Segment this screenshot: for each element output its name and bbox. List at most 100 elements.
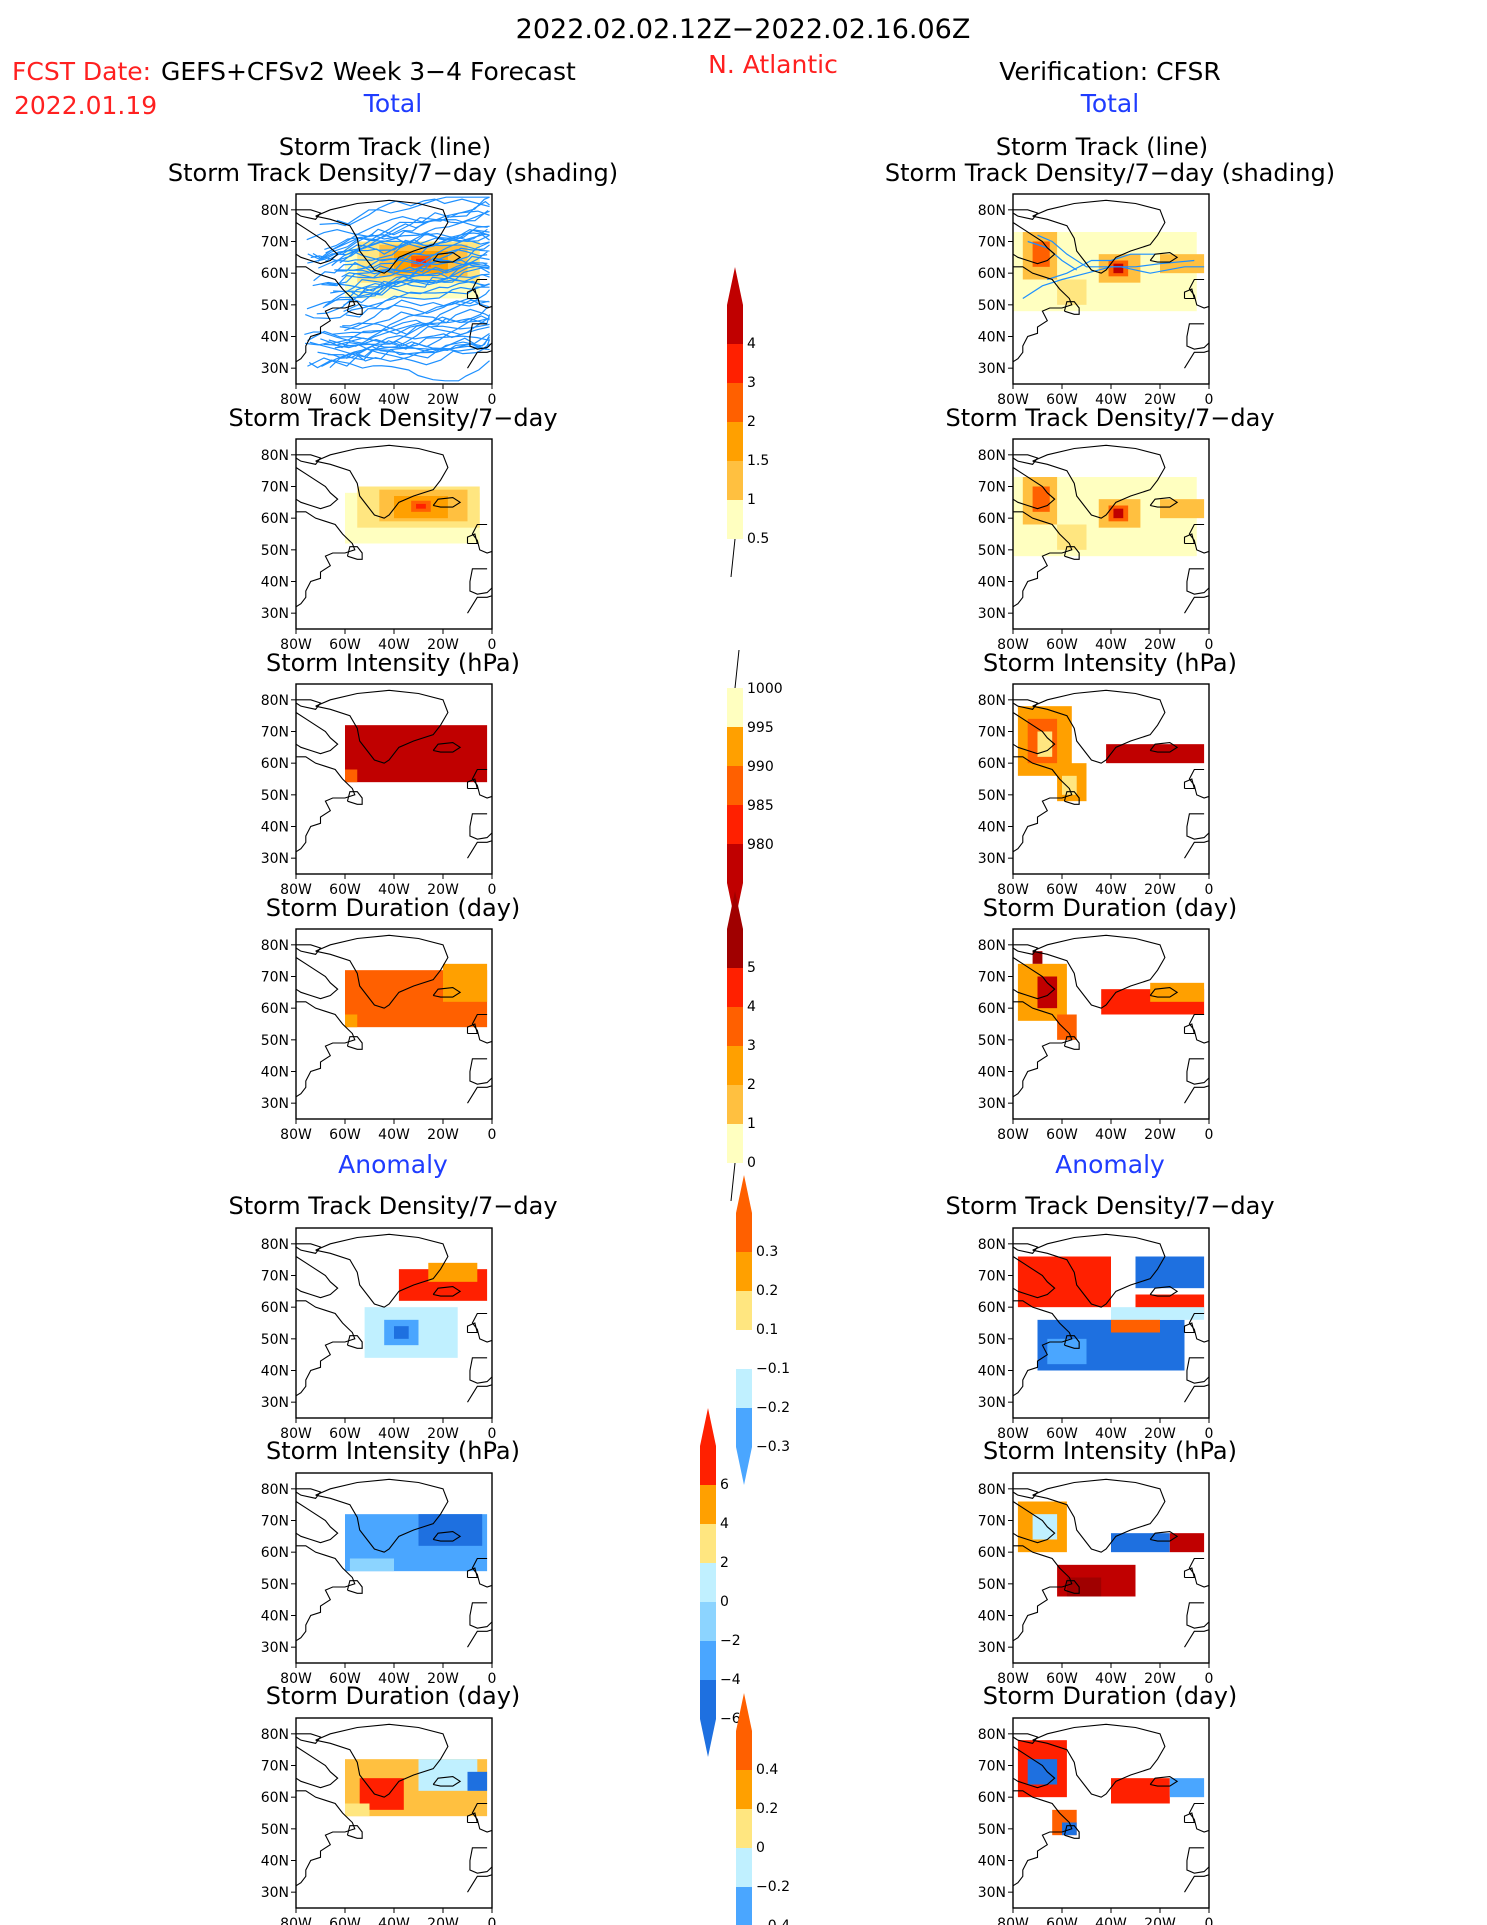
coastline [469,1058,493,1085]
coastline [295,1733,322,1744]
lon-tick-label: 80W [280,1671,312,1687]
track-line [344,300,489,332]
lon-tick-label: 80W [997,882,1029,898]
coastline [1012,266,1073,363]
coastline [1183,288,1196,300]
lon-tick-label: 0 [1205,392,1214,408]
lat-tick-label: 70N [978,1269,1006,1285]
coastline [1186,1357,1210,1384]
colorbar-segment [727,844,743,883]
colorbar-tick-label: 1.5 [747,453,769,469]
coastline [471,1802,493,1833]
lon-tick-label: 60W [329,1127,361,1143]
lon-tick-label: 60W [329,882,361,898]
lat-tick-label: 60N [978,1790,1006,1806]
coastline [346,791,363,805]
coastline [295,1790,356,1887]
track-line [328,306,489,347]
field-cell [1057,524,1087,550]
coastline [466,1023,479,1035]
field-cells [345,1514,488,1572]
lat-tick-label: 50N [261,1332,289,1348]
colorbar-tick-label: −0.2 [756,1400,790,1416]
coastline [469,568,493,595]
field-cells [345,1759,488,1817]
title-anom-intensity-right: Storm Intensity (hPa) [983,1437,1237,1465]
coastline [1188,1312,1210,1343]
field-cell [1160,499,1205,519]
track-line [324,232,490,251]
colorbar-segment [700,1641,716,1680]
lon-tick-label: 20W [427,637,459,653]
coastline [1186,813,1210,840]
title-track-shading-right: Storm Track Density/7−day (shading) [885,159,1335,187]
field-cell [1062,775,1077,795]
lon-tick-label: 40W [378,1127,410,1143]
colorbar-segment [727,1085,743,1124]
field-cell [428,1262,478,1282]
colorbar-tick-label: 0 [720,1594,729,1610]
lon-tick-label: 0 [488,1671,497,1687]
colorbar-segment [700,1602,716,1641]
lat-tick-label: 30N [978,361,1006,377]
track-line [333,279,490,297]
lon-tick-label: 80W [997,1671,1029,1687]
lat-tick-label: 30N [978,606,1006,622]
lat-tick-label: 40N [978,575,1006,591]
track-line [345,289,491,318]
lat-tick-label: 60N [261,1001,289,1017]
coastline [1183,1023,1196,1035]
coastline [295,454,322,465]
coastline [1186,1058,1210,1085]
colorbar-tick-label: 5 [747,960,756,976]
lon-tick-label: 40W [1095,1127,1127,1143]
colorbar-segment [700,1524,716,1563]
coastline [1149,1776,1179,1787]
coastline [1184,1384,1210,1403]
lat-tick-label: 30N [261,1395,289,1411]
lat-tick-label: 70N [261,1269,289,1285]
lon-tick-label: 20W [427,392,459,408]
colorbar-top-triangle [700,1408,716,1446]
lon-tick-label: 40W [378,1671,410,1687]
track-line [1022,259,1195,300]
coastline [1184,1874,1210,1893]
lon-tick-label: 60W [1046,392,1078,408]
colorbar-segment [736,1330,752,1369]
coastline [432,987,462,998]
lon-tick-label: 40W [378,882,410,898]
map-anom-density-verification: 80N 70N 60N 50N 40N 30N 80W 60W 40W 20W 0 [978,1227,1213,1442]
lon-tick-label: 40W [1095,637,1127,653]
lon-tick-label: 20W [427,1426,459,1442]
coastline [467,840,493,859]
fcst-model: GEFS+CFSv2 Week 3−4 Forecast [161,57,576,86]
colorbar-segment [736,1887,752,1925]
lon-tick-label: 60W [1046,1127,1078,1143]
coastline [1063,1335,1080,1349]
track-line [348,273,490,299]
lat-tick-label: 60N [978,756,1006,772]
colorbar-segment [727,688,743,727]
colorbar-anom-intensity: 6 4 2 0 −2 −4 −6 [700,1408,741,1757]
lat-tick-label: 60N [978,266,1006,282]
coastline [295,209,322,220]
lat-tick-label: 60N [261,266,289,282]
lat-tick-label: 40N [978,1065,1006,1081]
coastline [1012,957,1056,1000]
coastlines [295,1478,493,1648]
lat-tick-label: 80N [261,1727,289,1743]
field-cell [416,258,426,264]
coastline [1183,1812,1196,1824]
colorbar-tick-label: 1 [747,1116,756,1132]
coastline [1032,1723,1166,1798]
field-cell [1032,1514,1058,1540]
colorbar-tick-label: −2 [720,1633,741,1649]
field-cell [1169,1778,1205,1798]
colorbar-segment [727,766,743,805]
colorbar-bottom-line [730,538,736,578]
colorbar-tick-label: 995 [747,720,774,736]
coastline [1183,1322,1196,1334]
coastline [346,1580,363,1594]
coastline [469,1847,493,1874]
